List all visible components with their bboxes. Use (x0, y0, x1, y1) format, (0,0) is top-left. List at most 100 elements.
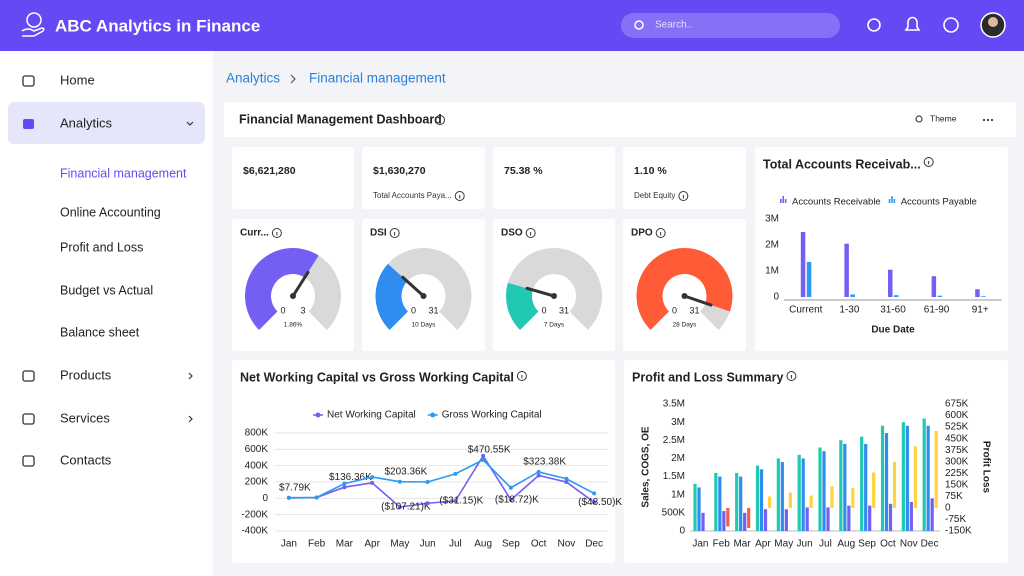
bar (843, 443, 847, 531)
y2-tick-label: 150K (945, 479, 969, 490)
y-tick-label: 1M (671, 489, 685, 500)
line-marker (564, 476, 569, 481)
bar (726, 507, 730, 527)
nav-icon (22, 455, 35, 467)
x-tick-label: Jul (449, 539, 462, 550)
y-tick-label: 200K (245, 477, 269, 488)
nav-item[interactable]: Home (60, 72, 95, 87)
nav-item[interactable]: Analytics (60, 115, 113, 130)
bell-icon[interactable] (904, 16, 921, 31)
nav-item[interactable]: Contacts (60, 452, 112, 467)
data-label: ($48.50)K (578, 497, 622, 508)
gauge-title: Curr... (240, 228, 269, 239)
breadcrumb-item[interactable]: Financial management (309, 71, 446, 86)
bar (722, 511, 726, 531)
bar (747, 507, 751, 528)
nav-subitem[interactable]: Online Accounting (60, 205, 161, 219)
y-tick-label: 500K (662, 507, 686, 518)
y2-tick-label: 600K (945, 410, 969, 421)
legend-label: Accounts Receivable (792, 197, 881, 208)
kpi-value: $6,621,280 (243, 165, 296, 177)
chevron (186, 121, 194, 126)
search-box[interactable] (621, 13, 840, 38)
nav-item[interactable]: Products (60, 367, 112, 382)
x-axis-title: Due Date (871, 325, 915, 336)
x-tick-label: 1-30 (839, 305, 859, 316)
gauge-needle (683, 294, 713, 307)
nav-subitem[interactable]: Balance sheet (60, 325, 140, 339)
bar (739, 476, 743, 531)
legend-marker (315, 412, 321, 418)
nav-subitem[interactable]: Budget vs Actual (60, 283, 153, 297)
gauge-value-arc (245, 248, 319, 330)
kpi-label: Total Accounts Paya... (373, 191, 452, 200)
legend-marker (430, 412, 436, 418)
dashboard-bar (224, 102, 1016, 137)
theme-button[interactable]: Theme (930, 113, 957, 123)
theme-icon (915, 115, 923, 123)
nav-item[interactable]: Services (60, 410, 110, 425)
y-tick-label: 3M (671, 417, 685, 428)
bar (909, 501, 913, 531)
bar (839, 440, 843, 531)
bar (809, 495, 813, 508)
bar (805, 507, 809, 531)
gauge-max: 31 (689, 305, 699, 315)
bar (844, 243, 849, 297)
bar (755, 465, 760, 531)
y2-tick-label: 375K (945, 445, 969, 456)
more-dot (986, 118, 990, 122)
bar (930, 498, 934, 531)
x-tick-label: Jul (819, 539, 832, 550)
y2-axis-title: Profit Loss (980, 441, 991, 494)
x-tick-label: Feb (308, 539, 326, 550)
line-marker (453, 471, 458, 476)
line-marker (370, 475, 375, 480)
legend-icon (891, 196, 893, 203)
x-tick-label: Oct (531, 539, 547, 550)
info-icon (454, 191, 465, 201)
legend-icon (782, 196, 784, 203)
line-marker (481, 457, 486, 462)
help-icon[interactable] (943, 17, 959, 33)
chart-title: Total Accounts Receivab... (763, 157, 921, 171)
bar (822, 451, 826, 531)
nav-icon (22, 370, 35, 382)
legend-icon (784, 199, 787, 203)
app-title: ABC Analytics in Finance (55, 16, 260, 35)
bar (847, 505, 851, 531)
bar (826, 507, 830, 531)
x-tick-label: Jun (797, 539, 813, 550)
info-icon (525, 228, 536, 238)
info-icon (923, 157, 934, 167)
bar (905, 425, 909, 531)
bar (763, 509, 768, 531)
bar (767, 496, 772, 508)
nav-subitem[interactable]: Profit and Loss (60, 240, 143, 254)
line-marker (342, 481, 347, 486)
gauge-needle (401, 275, 425, 298)
card (755, 147, 1008, 351)
breadcrumb-item[interactable]: Analytics (226, 71, 280, 86)
chart-title: Net Working Capital vs Gross Working Cap… (240, 370, 514, 384)
avatar-face (988, 17, 998, 27)
nav-subitem[interactable]: Financial management (60, 166, 187, 180)
gauge-hub (290, 293, 296, 299)
bar (818, 447, 822, 531)
x-tick-label: Current (789, 305, 823, 316)
y-tick-label: 2M (671, 453, 685, 464)
y-tick-label: 3.5M (663, 399, 685, 410)
x-tick-label: Sep (502, 539, 520, 550)
bar (864, 443, 868, 531)
chevron (188, 372, 193, 380)
card (232, 147, 354, 209)
bar (697, 487, 701, 531)
line-marker (564, 480, 569, 484)
gauge-min: 0 (280, 305, 285, 315)
bar (718, 476, 722, 531)
chart-title: Profit and Loss Summary (632, 370, 783, 384)
line-marker (286, 495, 291, 500)
more-dot (990, 118, 994, 122)
location-icon[interactable] (867, 18, 881, 32)
bar (931, 276, 937, 297)
